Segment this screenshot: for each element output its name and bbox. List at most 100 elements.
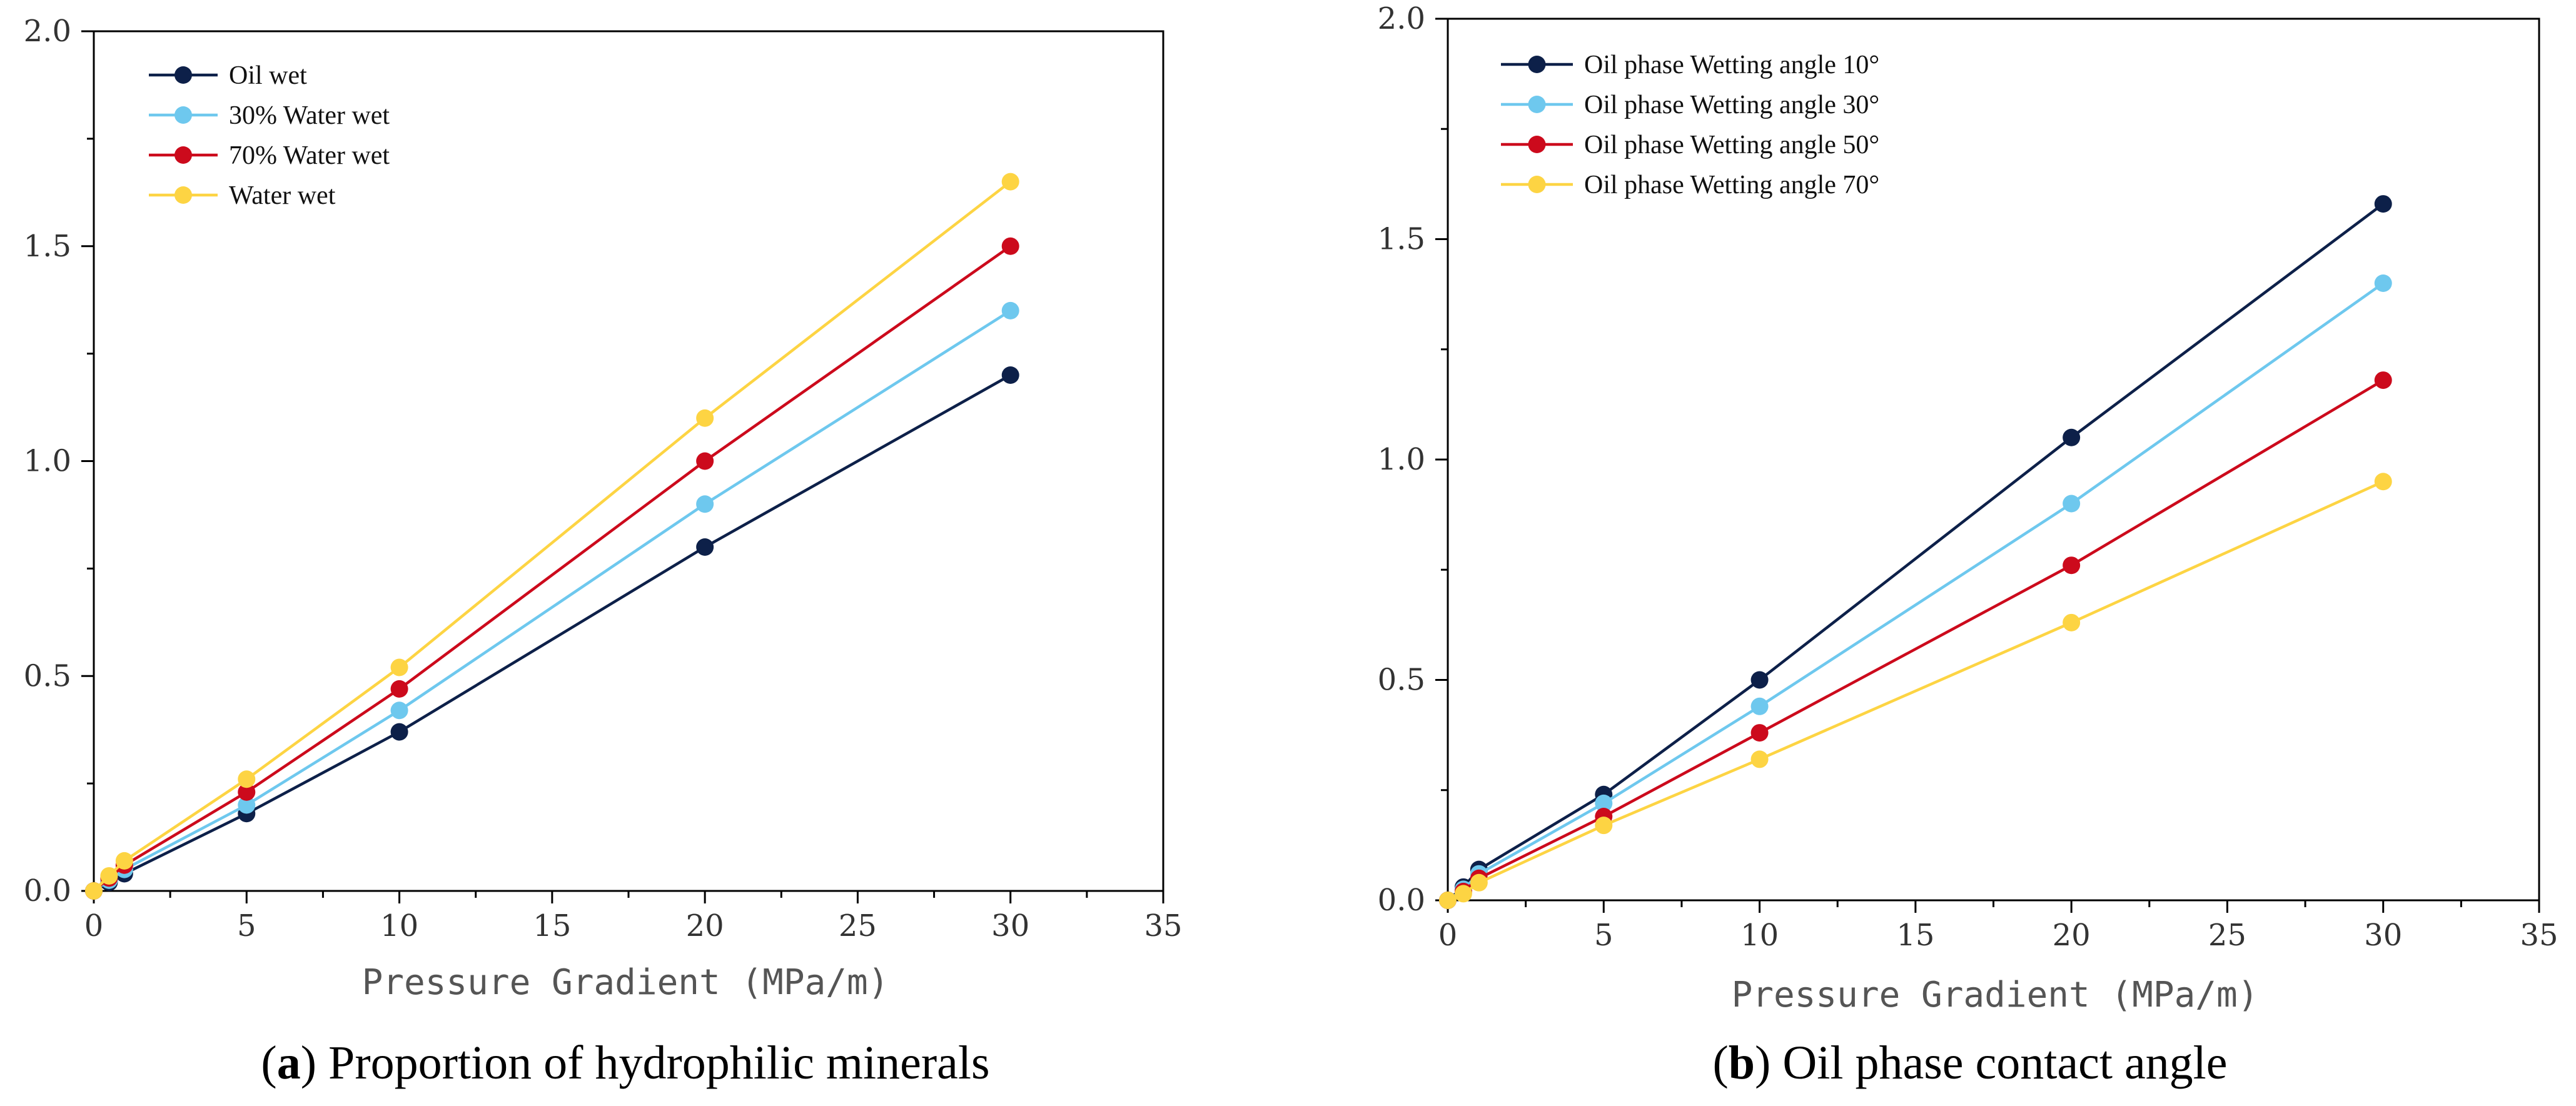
panel-a-y-tick-label: 1.0 bbox=[24, 444, 71, 479]
panel-a-data-point bbox=[390, 658, 408, 676]
panel-a-series-line bbox=[93, 309, 1011, 892]
panel-a-series-1 bbox=[85, 366, 1019, 900]
panel-a-data-point bbox=[696, 538, 714, 556]
panel-b-data-point bbox=[2374, 473, 2392, 491]
panel-b-caption: (b) Oil phase contact angle bbox=[1712, 1037, 2227, 1089]
panel-a-y-tick-label: 1.5 bbox=[24, 229, 71, 264]
panel-b-data-point bbox=[1750, 697, 1769, 715]
panel-b-x-tick-label: 0 bbox=[1438, 918, 1458, 953]
panel-b-legend-label: Oil phase Wetting angle 50° bbox=[1584, 131, 1879, 159]
panel-a-caption-title: Proportion of hydrophilic minerals bbox=[328, 1037, 990, 1089]
panel-a-x-tick-label: 10 bbox=[380, 908, 418, 943]
panel-b-series-4 bbox=[1439, 473, 2392, 909]
panel-b-data-point bbox=[1595, 817, 1613, 835]
panel-a-legend-label: 70% Water wet bbox=[229, 141, 390, 170]
panel-b-axis-ticks bbox=[1435, 18, 2540, 913]
panel-a-caption-letter: a bbox=[277, 1037, 301, 1089]
panel-b-data-point bbox=[1595, 794, 1613, 812]
panel-a-x-tick-label: 30 bbox=[991, 908, 1029, 943]
panel-a-data-point bbox=[696, 495, 714, 513]
panel-a-series-2 bbox=[85, 301, 1019, 900]
panel-b-data-point bbox=[2374, 274, 2392, 292]
panel-a-chart: 0 5 10 15 20 25 30 35 0.0 0.5 1.0 1.5 2.0 Pressure G… bbox=[24, 14, 1183, 1089]
panel-a-legend-marker bbox=[174, 186, 192, 204]
panel-b-x-tick-label: 10 bbox=[1740, 918, 1779, 953]
panel-b-y-tick-label: 1.0 bbox=[1378, 442, 1425, 477]
panel-a-x-tick-label: 5 bbox=[237, 908, 256, 943]
panel-a-x-tick-label: 20 bbox=[686, 908, 724, 943]
panel-b-legend-marker bbox=[1528, 136, 1546, 153]
panel-b-series-line bbox=[1447, 282, 2384, 902]
panel-b-legend-label: Oil phase Wetting angle 30° bbox=[1584, 91, 1879, 119]
panel-b-data-point bbox=[1750, 724, 1769, 742]
panel-a-y-tick-label: 2.0 bbox=[24, 14, 71, 49]
panel-b-legend-label: Oil phase Wetting angle 70° bbox=[1584, 171, 1879, 199]
panel-b-data-point bbox=[2374, 195, 2392, 213]
panel-b-series-layer bbox=[1439, 195, 2392, 909]
panel-a-x-tick-label: 15 bbox=[533, 908, 571, 943]
panel-b-y-tick-label: 0.5 bbox=[1378, 663, 1425, 698]
panel-b-y-tick-label: 0.0 bbox=[1378, 883, 1425, 918]
panel-b-x-tick-label: 15 bbox=[1896, 918, 1934, 953]
panel-b-x-tick-label: 35 bbox=[2520, 918, 2558, 953]
panel-b-data-point bbox=[1750, 750, 1769, 768]
panel-b-x-tick-label: 25 bbox=[2208, 918, 2246, 953]
panel-b-series-2 bbox=[1439, 274, 2392, 909]
panel-a-series-line bbox=[93, 244, 1011, 892]
panel-a-data-point bbox=[1001, 173, 1019, 191]
panel-b-series-3 bbox=[1439, 371, 2392, 909]
panel-a-legend-label: Oil wet bbox=[229, 61, 307, 90]
panel-a-x-tick-label: 0 bbox=[84, 908, 104, 943]
panel-b-y-tick-label: 1.5 bbox=[1378, 222, 1425, 257]
panel-a-data-point bbox=[390, 701, 408, 720]
panel-a-y-tick-label: 0.0 bbox=[24, 873, 71, 908]
panel-b-data-point bbox=[2063, 428, 2081, 446]
panel-a-legend-marker bbox=[174, 106, 192, 124]
panel-a-data-point bbox=[1001, 366, 1019, 384]
panel-a-legend-label: 30% Water wet bbox=[229, 101, 390, 130]
panel-a-legend-marker bbox=[174, 66, 192, 84]
panel-a-series-4 bbox=[85, 173, 1019, 900]
panel-b-series-1 bbox=[1439, 195, 2392, 909]
panel-a-x-axis-title: Pressure Gradient (MPa/m) bbox=[362, 962, 889, 1003]
panel-a-data-point bbox=[100, 867, 118, 885]
panel-b-tick-labels: 0 5 10 15 20 25 30 35 0.0 0.5 1.0 1.5 2.0 bbox=[1378, 1, 2558, 953]
panel-b-legend-label: Oil phase Wetting angle 10° bbox=[1584, 51, 1879, 79]
panel-b-data-point bbox=[1454, 885, 1472, 903]
panel-a-data-point bbox=[1001, 301, 1019, 319]
panel-b-data-point bbox=[2063, 613, 2081, 631]
panel-a-data-point bbox=[696, 409, 714, 427]
panel-a-data-point bbox=[1001, 237, 1019, 255]
panel-b-legend: Oil phase Wetting angle 10° Oil phase Wet… bbox=[1501, 51, 1879, 199]
panel-a-data-point bbox=[390, 723, 408, 741]
panel-b-y-tick-label: 2.0 bbox=[1378, 1, 1425, 36]
panel-a-series-3 bbox=[85, 237, 1019, 900]
panel-a-caption: (a) Proportion of hydrophilic minerals bbox=[261, 1037, 989, 1089]
panel-a-data-point bbox=[238, 783, 256, 801]
panel-b-caption-letter: b bbox=[1729, 1037, 1755, 1089]
panel-a-x-tick-label: 35 bbox=[1144, 908, 1182, 943]
panel-b-series-line bbox=[1447, 379, 2384, 902]
panel-b-series-line bbox=[1447, 203, 2385, 902]
panel-a-x-tick-label: 25 bbox=[839, 908, 877, 943]
panel-a-legend-marker bbox=[174, 146, 192, 164]
panel-b-legend-marker bbox=[1528, 176, 1546, 193]
panel-a-data-point bbox=[238, 770, 256, 788]
panel-b-data-point bbox=[2063, 495, 2081, 513]
panel-b-x-axis-title: Pressure Gradient (MPa/m) bbox=[1732, 975, 2259, 1015]
panel-b-data-point bbox=[1470, 873, 1488, 892]
panel-a-data-point bbox=[85, 882, 103, 900]
panel-b-x-tick-label: 5 bbox=[1594, 918, 1614, 953]
panel-b-x-tick-label: 20 bbox=[2053, 918, 2091, 953]
panel-a-data-point bbox=[238, 796, 256, 814]
panel-a-data-point bbox=[390, 680, 408, 698]
panel-a-legend: Oil wet 30% Water wet 70% Water wet Water w… bbox=[149, 61, 390, 210]
panel-b-data-point bbox=[1750, 671, 1769, 689]
panel-b-caption-title: Oil phase contact angle bbox=[1782, 1037, 2227, 1089]
panel-b-legend-marker bbox=[1528, 96, 1546, 113]
panel-a-data-point bbox=[696, 452, 714, 470]
panel-a-legend-label: Water wet bbox=[229, 181, 336, 210]
panel-a-tick-labels: 0 5 10 15 20 25 30 35 0.0 0.5 1.0 1.5 2.0 bbox=[24, 14, 1183, 943]
panel-b-x-tick-label: 30 bbox=[2364, 918, 2402, 953]
